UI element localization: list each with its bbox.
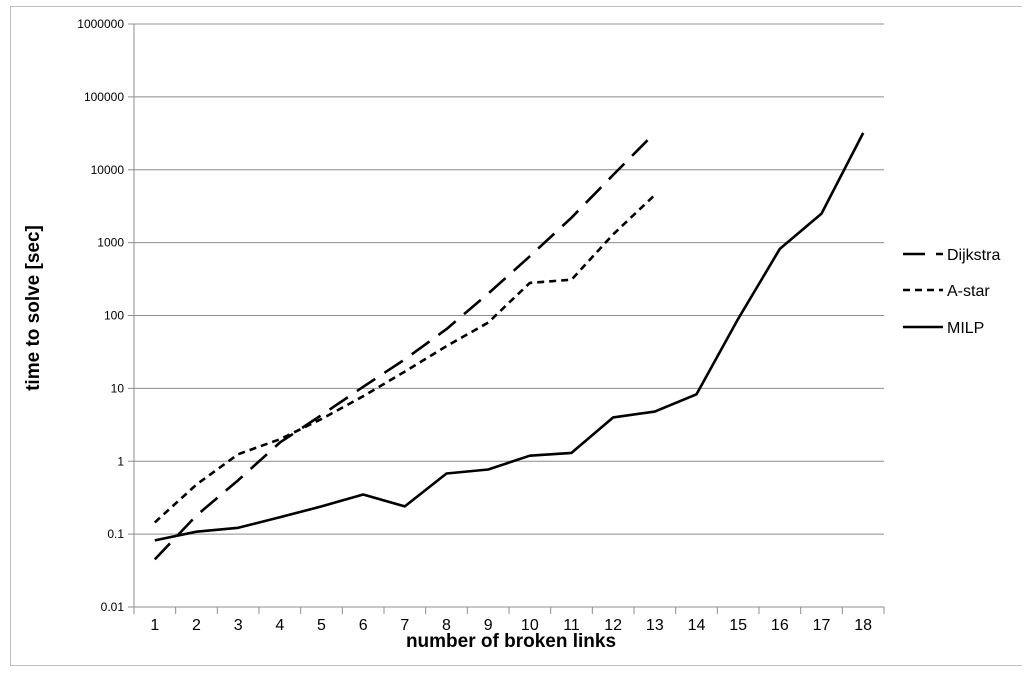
x-tick-label: 14 xyxy=(688,617,706,634)
series-line-dijkstra xyxy=(153,131,656,561)
x-tick-label: 9 xyxy=(484,617,493,634)
y-tick-label: 1000000 xyxy=(77,17,124,31)
y-tick-label: 10000 xyxy=(91,163,125,177)
x-tick-label: 7 xyxy=(400,617,409,634)
x-axis-title: number of broken links xyxy=(406,631,616,652)
y-tick-label: 1000 xyxy=(97,236,124,250)
x-tick-label: 4 xyxy=(275,617,284,634)
x-tick-label: 1 xyxy=(150,617,159,634)
x-tick-label: 8 xyxy=(442,617,451,634)
y-axis-title: time to solve [sec] xyxy=(23,225,44,391)
legend: Dijkstra A-star MILP xyxy=(903,247,1000,337)
series-line-a-star xyxy=(153,194,656,524)
gridlines xyxy=(134,23,884,608)
series-line-milp xyxy=(154,132,865,542)
series-lines xyxy=(153,131,865,561)
x-tick-label: 13 xyxy=(646,617,664,634)
y-tick-label: 0.01 xyxy=(101,600,125,614)
x-tick-label: 5 xyxy=(317,617,326,634)
legend-label-a-star: A-star xyxy=(947,283,990,300)
y-tick-label: 10 xyxy=(111,381,125,395)
x-tick-label: 12 xyxy=(604,617,622,634)
x-tick-label: 15 xyxy=(729,617,747,634)
x-tick-label: 10 xyxy=(521,617,539,634)
x-tick-label: 3 xyxy=(234,617,243,634)
x-tick-label: 18 xyxy=(854,617,872,634)
legend-label-dijkstra: Dijkstra xyxy=(947,247,1000,264)
x-tick-label: 6 xyxy=(359,617,368,634)
x-tick-label: 11 xyxy=(563,617,580,634)
x-tick-label: 17 xyxy=(813,617,831,634)
y-tick-label: 100000 xyxy=(84,90,124,104)
x-tick-label: 16 xyxy=(771,617,789,634)
y-tick-label: 1 xyxy=(117,454,124,468)
chart-frame: 0.01 0.1 1 10 100 1000 10000 100000 1000000 1 2 3 4 5… xyxy=(10,6,1022,666)
y-tick-label: 100 xyxy=(104,309,124,323)
y-tick-label: 0.1 xyxy=(107,527,124,541)
legend-label-milp: MILP xyxy=(947,320,984,337)
x-tick-label: 2 xyxy=(192,617,201,634)
